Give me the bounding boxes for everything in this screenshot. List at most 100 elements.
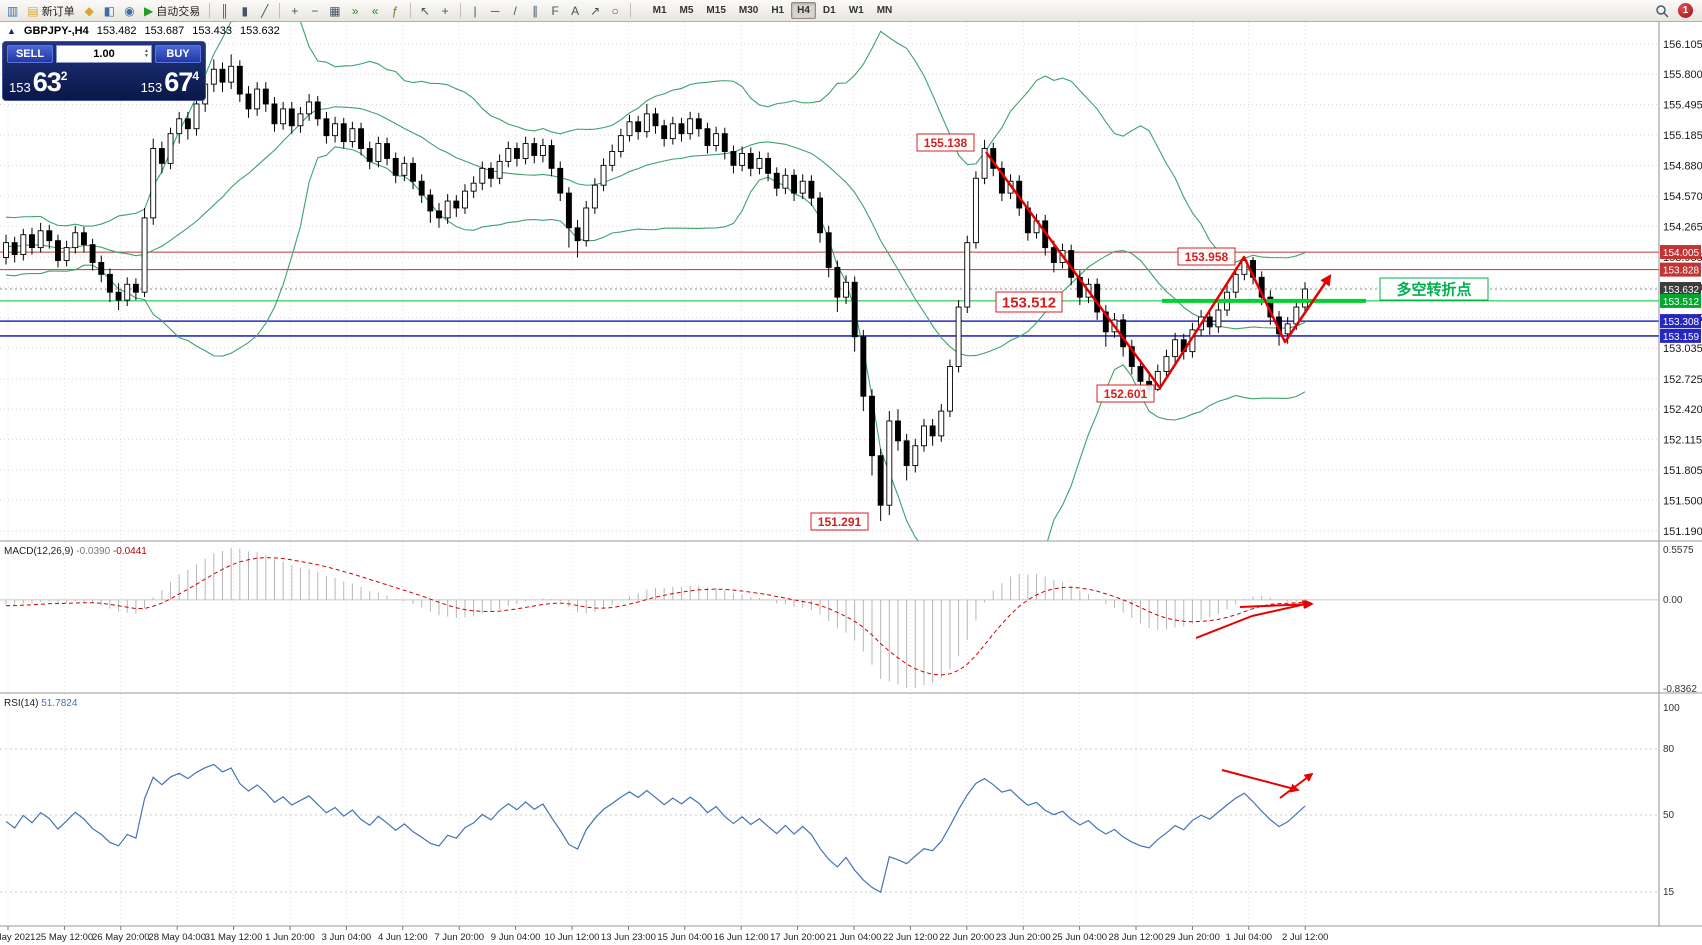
svg-text:153.632: 153.632 [1663, 285, 1700, 296]
new-order-button[interactable]: ▤ 新订单 [23, 2, 78, 20]
autotrade-button[interactable]: ▶ 自动交易 [140, 2, 204, 20]
time-axis-label: 28 May 04:00 [148, 932, 206, 943]
new-chart-icon[interactable]: ▥ [3, 2, 22, 20]
timeframe-button-mn[interactable]: MN [876, 5, 893, 16]
ask-price: 153 67 4 [141, 69, 199, 96]
timeframe-button-m1[interactable]: M1 [652, 5, 667, 16]
spinner-up-icon[interactable]: ▲ [144, 48, 149, 54]
new-order-button-glyph: ▤ [27, 3, 39, 18]
timeframe-toolbar: M1 M5 M15 M30 H1 H4 D1 W1 MN [647, 2, 899, 19]
toolbar-separator [209, 3, 211, 18]
candles [3, 54, 1308, 521]
timeframe-button-m30[interactable]: M30 [738, 5, 759, 16]
time-axis-label: 10 Jun 12:00 [545, 932, 600, 943]
price-axis-label: 154.880 [1663, 160, 1702, 172]
zoom-out-icon[interactable]: − [305, 2, 324, 20]
time-axis-label: 26 May 20:00 [92, 932, 150, 943]
timeframe-button-h4[interactable]: H4 [791, 2, 816, 19]
price-badge [1660, 262, 1701, 277]
chart-shift-icon[interactable]: « [366, 2, 385, 20]
time-axis-label: 23 Jun 20:00 [996, 932, 1051, 943]
market-watch-icon[interactable]: ◧ [100, 2, 119, 20]
bid-point: 2 [60, 69, 68, 83]
annotation-text: 多空转折点 [1396, 280, 1471, 298]
vertical-line-icon-glyph: | [473, 3, 477, 18]
svg-text:153.512: 153.512 [1663, 297, 1700, 308]
time-axis-label: 24 May 2021 [0, 932, 35, 943]
rsi-line [5, 763, 1306, 894]
lot-spinner[interactable]: ▲ ▼ [144, 47, 149, 61]
time-axis-label: 13 Jun 23:00 [601, 932, 656, 943]
shapes-tool-icon[interactable]: ○ [606, 2, 625, 20]
time-axis-label: 15 Jun 04:00 [657, 932, 712, 943]
candlestick-icon[interactable]: ▮ [235, 2, 254, 20]
magnifier-glyph [1656, 4, 1669, 18]
macd-pane [0, 548, 1659, 688]
ask-pips: 67 [164, 67, 193, 97]
toolbar-separator [459, 3, 461, 18]
svg-text:15: 15 [1663, 887, 1675, 898]
search-icon[interactable] [1651, 2, 1673, 20]
time-axis-label: 2 Jul 12:00 [1282, 932, 1328, 943]
text-tool-icon[interactable]: A [566, 2, 585, 20]
time-axis-label: 28 Jun 12:00 [1109, 932, 1164, 943]
panel-collapse-icon[interactable]: ▲ [7, 26, 16, 36]
trendline-icon[interactable]: / [506, 2, 525, 20]
time-axis-label: 1 Jun 20:00 [265, 932, 315, 943]
vertical-line-icon[interactable]: | [466, 2, 485, 20]
time-axis-label: 17 Jun 20:00 [770, 932, 825, 943]
toolbar-separator [409, 3, 411, 18]
timeframe-button-w1[interactable]: W1 [848, 5, 864, 16]
spinner-down-icon[interactable]: ▼ [144, 53, 149, 59]
timeframe-button-m5[interactable]: M5 [679, 5, 694, 16]
indicators-list-icon[interactable]: ƒ [386, 2, 405, 20]
timeframe-button-d1[interactable]: D1 [822, 5, 836, 16]
lot-value: 1.00 [93, 48, 115, 60]
lot-size-input[interactable]: 1.00 ▲ ▼ [56, 45, 152, 63]
time-axis-label: 21 Jun 04:00 [827, 932, 882, 943]
svg-text:153.159: 153.159 [1663, 332, 1700, 343]
tile-windows-icon[interactable]: ▦ [325, 2, 344, 20]
price-badge [1660, 314, 1701, 329]
annotation-box [995, 291, 1063, 313]
navigator-icon[interactable]: ◉ [120, 2, 139, 20]
svg-text:153.308: 153.308 [1663, 317, 1700, 328]
equidistant-channel-icon[interactable]: ∥ [526, 2, 545, 20]
time-axis-label: 25 May 12:00 [36, 932, 94, 943]
line-chart-icon[interactable]: ╱ [255, 2, 274, 20]
zoom-in-icon[interactable]: + [285, 2, 304, 20]
cursor-icon[interactable]: ↖ [416, 2, 435, 20]
time-axis-label: 25 Jun 04:00 [1052, 932, 1107, 943]
toolbar-buttons: ▥ ▤ 新订单 ◆ ◧ ◉ ▶ 自动交易 ║ ▮ ╱ + − ▦» «ƒ ↖ + | ─ / ∥ F A ↗ ○ [3, 2, 635, 20]
trend-arrow [1221, 769, 1300, 793]
profile-icon[interactable]: ◆ [80, 2, 99, 20]
buy-button[interactable]: BUY [155, 45, 201, 63]
sell-button[interactable]: SELL [7, 45, 53, 63]
annotation-text: 152.601 [1104, 387, 1148, 401]
trade-panel-prices: 153 63 2 153 67 4 [7, 63, 201, 97]
price-axis-label: 154.570 [1663, 191, 1702, 203]
fibonacci-icon[interactable]: F [546, 2, 565, 20]
bar-chart-icon[interactable]: ║ [215, 2, 234, 20]
auto-scroll-icon[interactable]: » [346, 2, 365, 20]
crosshair-icon[interactable]: + [436, 2, 455, 20]
zoom-in-icon-glyph: + [291, 3, 299, 18]
trend-arrow [1239, 599, 1314, 609]
line-chart-icon-glyph: ╱ [261, 3, 269, 18]
timeframe-button-h1[interactable]: H1 [771, 5, 785, 16]
price-axis-label: 153.035 [1663, 343, 1702, 355]
main-chart-pane [0, 22, 1659, 541]
bollinger-band [5, 22, 1306, 263]
notification-badge[interactable]: 1 [1678, 3, 1693, 18]
horizontal-line-icon[interactable]: ─ [486, 2, 505, 20]
time-axis-label: 31 May 12:00 [205, 932, 263, 943]
text-tool-icon-glyph: A [571, 3, 580, 18]
svg-text:-0.8362: -0.8362 [1663, 684, 1697, 695]
rsi-label: RSI(14) 51.7824 [4, 698, 78, 709]
arrows-tool-icon[interactable]: ↗ [586, 2, 605, 20]
shapes-tool-icon-glyph: ○ [611, 3, 619, 18]
timeframe-button-m15[interactable]: M15 [706, 5, 726, 16]
new-chart-icon-glyph: ▥ [7, 3, 19, 18]
